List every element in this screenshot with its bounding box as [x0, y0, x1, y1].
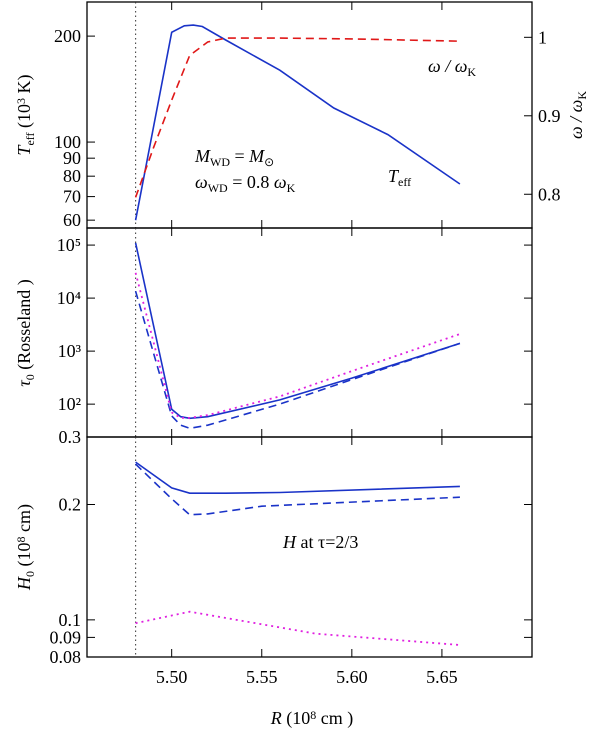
y2-axis-label: ω / ωK: [566, 91, 589, 139]
text-part: (10: [14, 542, 35, 571]
annotation: ω / ωK: [428, 56, 476, 79]
y-tick-label: 100: [54, 132, 81, 152]
annotation: H at τ=2/3: [282, 532, 358, 552]
text-part: M: [248, 146, 265, 166]
text-part: T: [388, 166, 400, 186]
y-tick-label: 10⁴: [57, 288, 81, 308]
y-tick-label: 0.09: [50, 627, 82, 647]
series-line: [135, 463, 460, 516]
x-axis-label: R (108 cm ): [270, 708, 353, 729]
text-part: K): [14, 74, 35, 98]
text-part: (10: [282, 708, 311, 729]
text-part: at τ=2/3: [296, 532, 358, 552]
text-part: cm): [14, 504, 35, 536]
text-part: ω: [195, 172, 208, 192]
y-axis-label: H0 (108 cm): [14, 504, 37, 591]
y-tick-label: 80: [63, 166, 81, 186]
y-tick-label: 0.2: [59, 494, 82, 514]
annotation: ωWD = 0.8 ωK: [195, 172, 296, 195]
text-part: 0: [23, 571, 37, 577]
text-part: H: [14, 576, 34, 591]
text-part: WD: [208, 181, 228, 195]
text-part: R: [270, 708, 282, 728]
text-part: 3: [14, 98, 28, 104]
text-part: K: [467, 65, 476, 79]
text-part: ω: [274, 172, 287, 192]
text-part: H: [282, 532, 297, 552]
y2-tick-label: 0.9: [538, 106, 561, 126]
text-part: ω / ω: [566, 100, 586, 139]
text-part: M: [194, 146, 211, 166]
y-tick-label: 10⁵: [57, 235, 81, 255]
text-part: K: [575, 91, 589, 100]
text-part: eff: [23, 132, 37, 145]
text-part: 8: [14, 536, 28, 542]
series-line: [134, 290, 461, 430]
series-line: [134, 242, 461, 420]
annotation: Teff: [388, 166, 411, 189]
text-part: WD: [210, 155, 230, 169]
y-tick-label: 0.08: [50, 647, 82, 667]
y-tick-label: 90: [63, 148, 81, 168]
plot-frame: [86, 1, 533, 229]
text-part: ω / ω: [428, 56, 467, 76]
annotation: MWD = M⊙: [194, 146, 274, 169]
series-line: [134, 37, 460, 198]
y-tick-label: 60: [63, 210, 81, 230]
y-tick-label: 10³: [58, 341, 82, 361]
x-tick-label: 5.60: [336, 667, 368, 687]
y-tick-label: 10²: [58, 394, 81, 414]
series-line: [134, 24, 461, 221]
text-part: 0: [23, 374, 37, 380]
y2-tick-label: 1: [538, 27, 547, 47]
y-tick-label: 0.1: [59, 610, 82, 630]
plot-frame: [86, 436, 533, 658]
text-part: eff: [398, 175, 411, 189]
y-tick-label: 70: [63, 187, 81, 207]
text-part: (10: [14, 104, 35, 133]
plot-frame: [86, 227, 533, 438]
series-line: [135, 610, 460, 646]
x-tick-label: 5.65: [426, 667, 458, 687]
text-part: =: [230, 146, 249, 166]
text-part: = 0.8: [228, 172, 274, 192]
y-axis-label: Teff (103 K): [14, 74, 37, 155]
y-tick-label: 0.3: [59, 427, 82, 447]
x-tick-label: 5.50: [156, 667, 188, 687]
text-part: 8: [310, 708, 316, 722]
text-part: (Rosseland ): [14, 279, 35, 374]
text-part: T: [14, 144, 34, 156]
text-part: cm ): [316, 708, 353, 729]
series-line: [135, 461, 460, 494]
y-tick-label: 200: [54, 26, 81, 46]
text-part: τ: [14, 380, 34, 387]
text-part: ⊙: [264, 155, 274, 169]
y2-tick-label: 0.8: [538, 184, 561, 204]
series-line: [134, 272, 461, 419]
y-axis-label: τ0 (Rosseland ): [14, 279, 37, 386]
x-tick-label: 5.55: [246, 667, 278, 687]
text-part: K: [287, 181, 296, 195]
